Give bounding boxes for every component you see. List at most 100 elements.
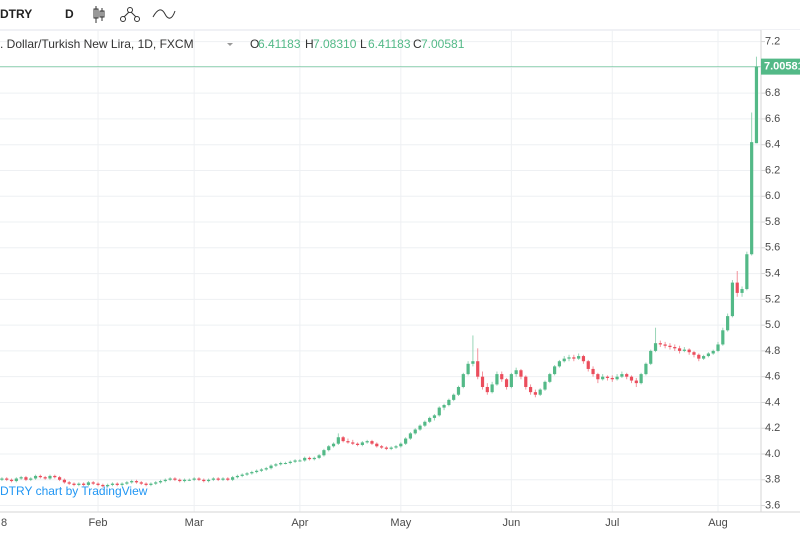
y-tick-label: 6.8: [765, 87, 780, 99]
candle-body: [437, 407, 441, 416]
candle-icon[interactable]: [93, 6, 105, 23]
candle-body: [543, 381, 547, 390]
candle-body: [408, 433, 413, 439]
candle-body: [101, 484, 105, 487]
candle-body: [178, 479, 182, 482]
candle-body: [110, 483, 115, 485]
candle-body: [480, 376, 485, 387]
candle-body: [418, 425, 422, 430]
candle-body: [365, 441, 369, 443]
candle-body: [706, 353, 710, 357]
candle-body: [404, 438, 408, 444]
candle-body: [240, 474, 244, 476]
dropdown-caret[interactable]: [227, 43, 233, 46]
y-tick-label: 7.2: [765, 36, 780, 48]
axes: 3.6 3.8 4.0 4.2 4.4 4.6 4.8 5.0 5.2 5.4 5.6 5.8 6.0 6…: [1, 36, 800, 529]
candle-body: [106, 484, 110, 487]
candle-body: [716, 344, 720, 351]
candle-body: [33, 475, 38, 479]
candle-body: [413, 429, 417, 434]
candle-body: [134, 481, 139, 483]
y-tick-label: 6.0: [765, 190, 780, 202]
candle-body: [442, 405, 446, 408]
candle-body: [490, 384, 494, 393]
candle-body: [72, 483, 76, 485]
candle-body: [48, 475, 52, 479]
candle-body: [432, 415, 437, 418]
candle-body: [461, 374, 465, 387]
candle-body: [274, 464, 278, 466]
candle-body: [629, 376, 634, 381]
interval[interactable]: D: [65, 7, 74, 21]
y-tick-label: 5.2: [765, 293, 780, 305]
y-tick-label: 5.6: [765, 242, 780, 254]
candle-body: [581, 356, 586, 362]
chart-title: . Dollar/Turkish New Lira, 1D, FXCM: [0, 37, 194, 51]
y-tick-label: 4.6: [765, 371, 780, 383]
candle-body: [149, 483, 153, 485]
candle-body: [394, 446, 398, 448]
candle-body: [610, 377, 614, 380]
candle-body: [711, 350, 715, 354]
y-tick-label: 5.8: [765, 216, 780, 228]
y-tick-label: 6.4: [765, 139, 780, 151]
candle-body: [43, 477, 47, 479]
candle-body: [625, 374, 629, 377]
candle-body: [158, 481, 163, 483]
watermark[interactable]: DTRY chart by TradingView: [0, 484, 148, 498]
y-tick-label: 5.0: [765, 319, 780, 331]
candle-body: [745, 254, 749, 290]
candle-body: [577, 356, 581, 359]
candle-body: [245, 473, 249, 475]
candle-body: [572, 357, 576, 359]
candle-body: [644, 363, 648, 375]
candle-body: [283, 463, 288, 465]
candle-body: [250, 472, 254, 474]
candle-body: [591, 368, 595, 375]
candle-body: [754, 66, 759, 144]
candle-body: [144, 483, 148, 485]
line-icon[interactable]: [152, 9, 176, 19]
candle-body: [62, 479, 66, 483]
candle-body: [269, 465, 273, 469]
ohlc-letter: H: [305, 37, 314, 51]
candle-body: [620, 374, 624, 377]
candle-body: [500, 374, 504, 380]
x-tick-label: May: [390, 517, 411, 529]
candle-body: [533, 392, 537, 395]
candle-body: [553, 366, 557, 375]
candle-body: [53, 475, 57, 478]
candle-body: [303, 457, 307, 461]
candle-body: [5, 478, 9, 480]
candle-body: [168, 478, 172, 480]
candle-body: [658, 343, 662, 345]
candle-body: [677, 348, 682, 351]
candle-body: [226, 478, 230, 480]
bar-style-icon[interactable]: [120, 7, 140, 22]
candle-body: [692, 352, 696, 355]
candle-body: [567, 357, 571, 359]
candle-body: [288, 461, 292, 464]
candle-body: [298, 460, 302, 462]
candle-body: [524, 376, 528, 387]
candle-body: [255, 470, 259, 473]
candle-body: [336, 437, 340, 444]
candle-body: [24, 477, 28, 480]
plot-area: [0, 30, 761, 512]
x-tick-label: Mar: [185, 517, 204, 529]
x-tick-label: Aug: [708, 517, 728, 529]
candle-body: [86, 482, 91, 485]
candle-body: [351, 442, 355, 444]
candle-body: [202, 479, 206, 482]
candle-body: [663, 344, 667, 346]
candle-body: [721, 330, 725, 345]
symbol[interactable]: DTRY: [0, 7, 32, 21]
candle-body: [163, 479, 167, 482]
ohlc-value: 7.08310: [313, 37, 357, 51]
candle-body: [173, 478, 177, 480]
candle-body: [528, 386, 533, 393]
candle-body: [154, 482, 158, 484]
candle-body: [346, 441, 350, 443]
candle-body: [29, 478, 33, 480]
